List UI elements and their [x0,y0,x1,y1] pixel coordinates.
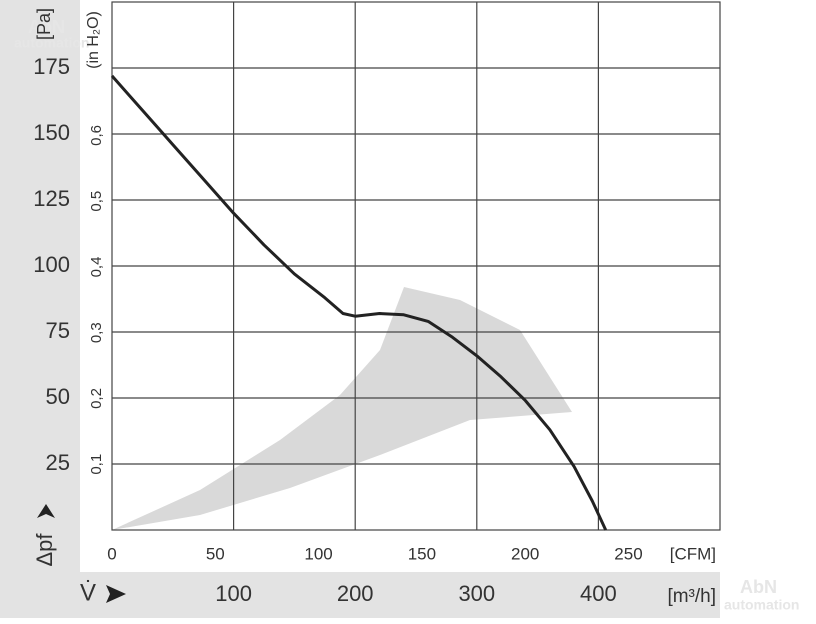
watermark: automation [724,597,799,613]
y2-tick-label: 0,2 [88,388,105,409]
y-tick-label: 150 [33,120,70,145]
x2-tick-label: 50 [206,544,225,563]
y-tick-label: 50 [46,384,70,409]
x2-axis-label: [CFM] [670,544,716,563]
watermark: AbN [28,17,65,37]
y-tick-label: 100 [33,252,70,277]
x-tick-label: 200 [337,581,374,606]
x2-tick-label: 250 [614,544,642,563]
x-tick-label: 300 [458,581,495,606]
x-axis-label: [m³/h] [667,586,716,607]
x-tick-label: 100 [215,581,252,606]
y2-tick-label: 0,1 [88,454,105,475]
operating-area [112,287,572,530]
x2-tick-label: 100 [304,544,332,563]
y2-tick-label: 0,6 [88,125,105,146]
bottom-band [80,572,720,618]
y-tick-label: 125 [33,186,70,211]
x-arrow [106,585,126,603]
x2-tick-label: 150 [408,544,436,563]
curve [110,74,608,531]
y-tick-label: 25 [46,450,70,475]
y-arrow [37,504,55,518]
x2-tick-label: 200 [511,544,539,563]
y-axis-symbol: Δpf [32,533,57,567]
x-tick-label: 400 [580,581,617,606]
y-tick-label: 175 [33,54,70,79]
y2-tick-label: 0,4 [88,257,105,278]
watermark: AbN [740,577,777,597]
y2-tick-label: 0,5 [88,191,105,212]
x2-tick-label: 0 [107,544,116,563]
watermark: automation [14,35,89,51]
y2-axis-label: (in H₂O) [85,11,102,69]
side-band [0,0,80,618]
y-tick-label: 75 [46,318,70,343]
y-axis-label: [Pa] [34,8,54,40]
x-axis-symbol: V̇ [80,579,96,607]
y2-tick-label: 0,3 [88,322,105,343]
